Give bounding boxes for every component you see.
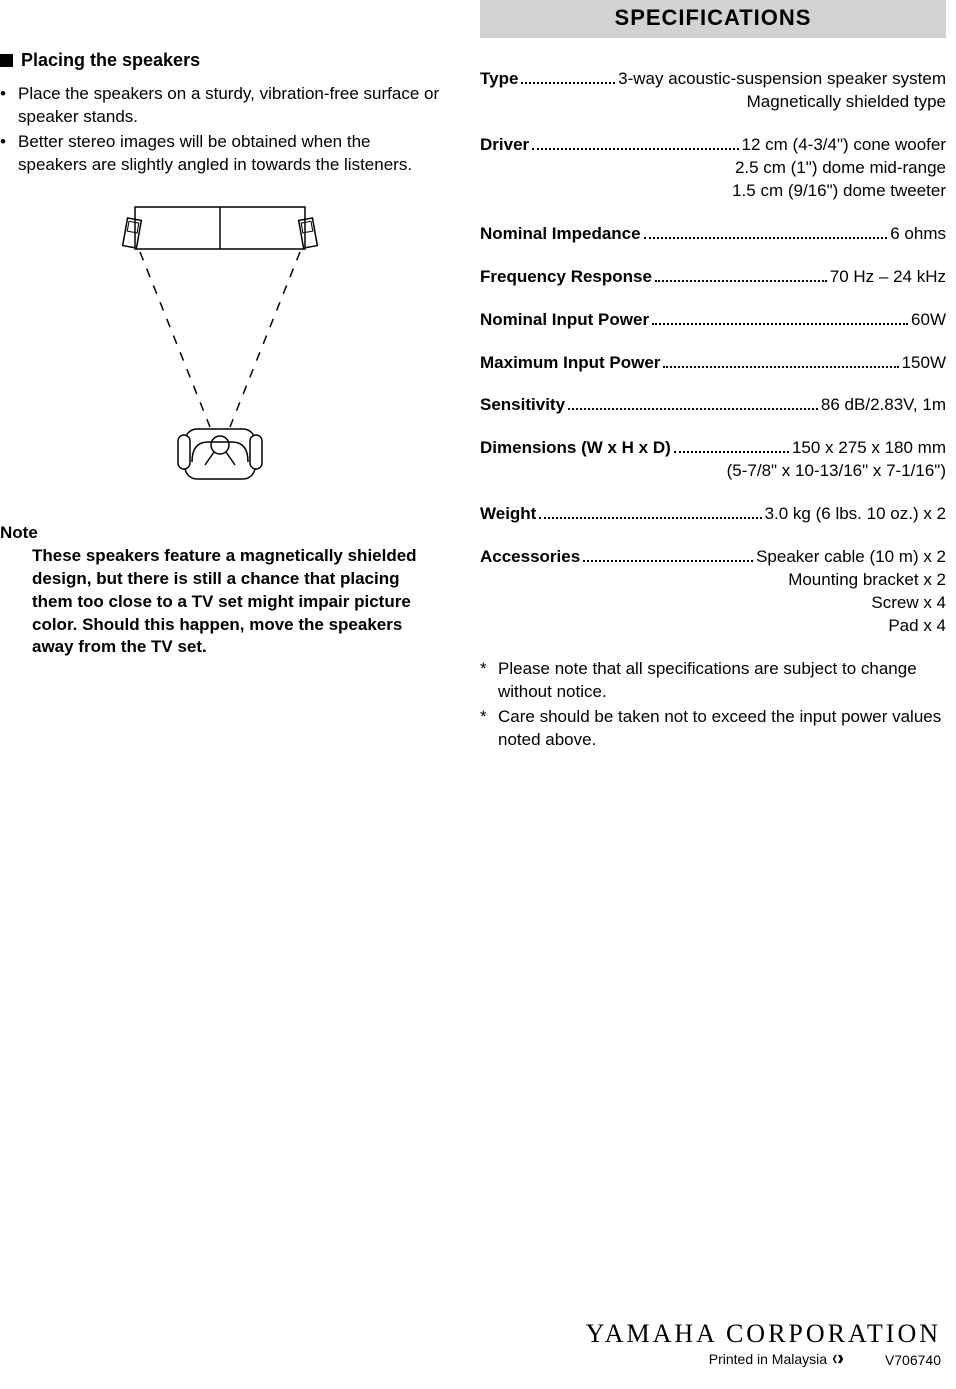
spec-label: Dimensions (W x H x D)	[480, 437, 671, 460]
right-column: SPECIFICATIONS Type 3-way acoustic-suspen…	[460, 0, 956, 754]
spec-extra-line: Mounting bracket x 2	[480, 569, 946, 592]
spec-row: Driver 12 cm (4-3/4") cone woofer2.5 cm (…	[480, 134, 946, 203]
spec-label: Maximum Input Power	[480, 352, 660, 375]
yamaha-logo: YAMAHA CORPORATION	[586, 1319, 941, 1349]
spec-line: Weight 3.0 kg (6 lbs. 10 oz.) x 2	[480, 503, 946, 526]
printed-text: Printed in Malaysia	[709, 1351, 827, 1367]
spec-line: Driver 12 cm (4-3/4") cone woofer	[480, 134, 946, 157]
spec-line: Sensitivity 86 dB/2.83V, 1m	[480, 394, 946, 417]
page-footer: YAMAHA CORPORATION Printed in Malaysia V…	[586, 1319, 941, 1369]
spec-list: Type 3-way acoustic-suspension speaker sy…	[480, 68, 946, 638]
spec-line: Type 3-way acoustic-suspension speaker sy…	[480, 68, 946, 91]
spec-row: Dimensions (W x H x D) 150 x 275 x 180 mm…	[480, 437, 946, 483]
note-label: Note	[0, 522, 440, 545]
spec-row: Accessories Speaker cable (10 m) x 2Mount…	[480, 546, 946, 638]
spec-dots	[663, 352, 898, 367]
specifications-header: SPECIFICATIONS	[480, 0, 946, 38]
spec-label: Driver	[480, 134, 529, 157]
bullet-dot-icon: •	[0, 131, 18, 177]
spec-line: Frequency Response 70 Hz – 24 kHz	[480, 266, 946, 289]
placing-heading-text: Placing the speakers	[21, 50, 200, 71]
spec-value: 150W	[902, 352, 946, 375]
spec-row: Maximum Input Power 150W	[480, 352, 946, 375]
left-column: Placing the speakers • Place the speaker…	[0, 0, 460, 754]
spec-line: Dimensions (W x H x D) 150 x 275 x 180 mm	[480, 437, 946, 460]
spec-row: Weight 3.0 kg (6 lbs. 10 oz.) x 2	[480, 503, 946, 526]
spec-dots	[583, 547, 753, 562]
spec-dots	[644, 223, 888, 238]
spec-extra-line: Magnetically shielded type	[480, 91, 946, 114]
placing-heading: Placing the speakers	[0, 50, 440, 71]
spec-value: 150 x 275 x 180 mm	[792, 437, 946, 460]
spec-row: Nominal Input Power 60W	[480, 309, 946, 332]
spec-line: Nominal Impedance 6 ohms	[480, 223, 946, 246]
footnote-text: Please note that all specifications are …	[498, 658, 946, 704]
spec-value: 70 Hz – 24 kHz	[830, 266, 946, 289]
spec-row: Sensitivity 86 dB/2.83V, 1m	[480, 394, 946, 417]
footer-code: V706740	[885, 1352, 941, 1368]
footnotes: * Please note that all specifications ar…	[480, 658, 946, 752]
spec-label: Type	[480, 68, 518, 91]
bullet-item: • Place the speakers on a sturdy, vibrat…	[0, 83, 440, 129]
page: Placing the speakers • Place the speaker…	[0, 0, 956, 754]
placing-bullets: • Place the speakers on a sturdy, vibrat…	[0, 83, 440, 177]
spec-line: Maximum Input Power 150W	[480, 352, 946, 375]
bullet-text: Better stereo images will be obtained wh…	[18, 131, 440, 177]
spec-extra-line: 2.5 cm (1") dome mid-range	[480, 157, 946, 180]
speaker-placement-diagram	[0, 197, 440, 492]
spec-value: 3-way acoustic-suspension speaker system	[618, 68, 946, 91]
footnote: * Please note that all specifications ar…	[480, 658, 946, 704]
spec-value: 3.0 kg (6 lbs. 10 oz.) x 2	[765, 503, 946, 526]
bullet-text: Place the speakers on a sturdy, vibratio…	[18, 83, 440, 129]
spec-label: Frequency Response	[480, 266, 652, 289]
spec-dots	[674, 438, 789, 453]
spec-row: Type 3-way acoustic-suspension speaker sy…	[480, 68, 946, 114]
spec-line: Accessories Speaker cable (10 m) x 2	[480, 546, 946, 569]
note-body: These speakers feature a magnetically sh…	[0, 545, 440, 660]
spec-extra-line: 1.5 cm (9/16") dome tweeter	[480, 180, 946, 203]
spec-dots	[539, 504, 761, 519]
spec-row: Nominal Impedance 6 ohms	[480, 223, 946, 246]
footnote: * Care should be taken not to exceed the…	[480, 706, 946, 752]
spec-label: Accessories	[480, 546, 580, 569]
recycle-icon	[831, 1352, 845, 1369]
spec-row: Frequency Response 70 Hz – 24 kHz	[480, 266, 946, 289]
spec-label: Weight	[480, 503, 536, 526]
spec-label: Nominal Input Power	[480, 309, 649, 332]
footnote-text: Care should be taken not to exceed the i…	[498, 706, 946, 752]
asterisk-icon: *	[480, 658, 498, 704]
spec-value: 60W	[911, 309, 946, 332]
spec-dots	[652, 309, 908, 324]
spec-value: 6 ohms	[890, 223, 946, 246]
asterisk-icon: *	[480, 706, 498, 752]
footer-printed: Printed in Malaysia	[709, 1351, 845, 1369]
spec-label: Nominal Impedance	[480, 223, 641, 246]
spec-dots	[532, 135, 738, 150]
bullet-item: • Better stereo images will be obtained …	[0, 131, 440, 177]
spec-value: 12 cm (4-3/4") cone woofer	[742, 134, 946, 157]
spec-value: Speaker cable (10 m) x 2	[756, 546, 946, 569]
square-bullet-icon	[0, 54, 13, 67]
spec-extra-line: (5-7/8" x 10-13/16" x 7-1/16")	[480, 460, 946, 483]
spec-extra-line: Pad x 4	[480, 615, 946, 638]
footer-line: Printed in Malaysia V706740	[586, 1351, 941, 1369]
spec-dots	[521, 69, 615, 84]
spec-dots	[655, 266, 827, 281]
spec-extra-line: Screw x 4	[480, 592, 946, 615]
spec-label: Sensitivity	[480, 394, 565, 417]
spec-line: Nominal Input Power 60W	[480, 309, 946, 332]
spec-value: 86 dB/2.83V, 1m	[821, 394, 946, 417]
spec-dots	[568, 395, 818, 410]
note-block: Note These speakers feature a magnetical…	[0, 522, 440, 660]
bullet-dot-icon: •	[0, 83, 18, 129]
